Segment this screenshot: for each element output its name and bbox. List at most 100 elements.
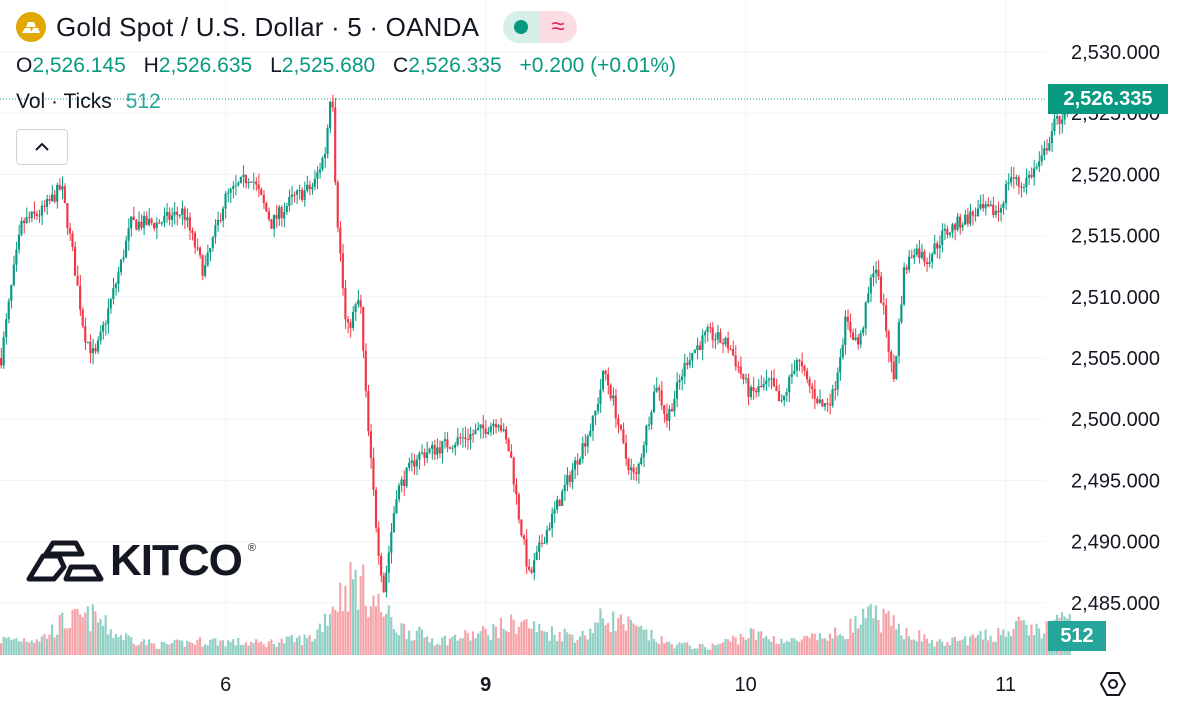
volume-bar — [89, 631, 92, 655]
volume-bar — [137, 644, 140, 655]
candle-body — [499, 425, 503, 431]
volume-bar — [538, 623, 541, 655]
candle-body — [395, 499, 398, 514]
candle-body — [1007, 182, 1010, 184]
volume-bar — [984, 629, 987, 655]
candle-body — [874, 269, 877, 274]
volume-bar — [803, 635, 806, 655]
volume-bar — [966, 645, 969, 655]
volume-bar — [836, 635, 839, 655]
candle-body — [349, 322, 352, 329]
candle-body — [818, 399, 821, 404]
volume-bar — [540, 630, 543, 655]
volume-bar — [828, 633, 832, 655]
candle-body — [867, 293, 870, 303]
volume-bar — [874, 605, 877, 655]
volume-bar — [280, 638, 283, 655]
volume-bar — [58, 614, 61, 655]
candle-body — [204, 265, 207, 276]
volume-bar — [612, 611, 615, 655]
volume-bar — [1020, 620, 1023, 655]
candle-body — [765, 380, 768, 385]
candle-body — [102, 324, 105, 332]
candle-body — [441, 441, 444, 454]
candle-body — [135, 220, 138, 230]
candle-body — [482, 424, 485, 429]
volume-bar — [691, 649, 694, 655]
volume-bar — [226, 640, 230, 655]
candle-body — [68, 228, 72, 234]
market-status-pill[interactable]: ≈ — [503, 11, 578, 43]
volume-bar — [247, 645, 250, 655]
candle-body — [369, 431, 372, 458]
symbol-title[interactable]: Gold Spot / U.S. Dollar · 5 · OANDA — [56, 11, 480, 42]
volume-bar — [334, 609, 337, 655]
kitco-logo: KITCO ® — [26, 536, 256, 586]
volume-bar — [178, 640, 181, 655]
market-open-dot-icon[interactable] — [503, 11, 540, 43]
volume-bar — [466, 632, 469, 655]
volume-bar — [270, 639, 273, 655]
volume-bar — [601, 618, 605, 655]
volume-bar — [433, 645, 436, 655]
candle-body — [196, 247, 199, 249]
candle-body — [678, 380, 681, 383]
volume-bar — [933, 646, 936, 655]
candle-body — [770, 378, 773, 380]
candle-body — [737, 366, 740, 368]
candle-body — [711, 327, 714, 341]
volume-bar — [122, 640, 125, 655]
candle-body — [1053, 118, 1056, 132]
candle-body — [270, 219, 273, 229]
candle-body — [627, 458, 630, 471]
candle-body — [1058, 116, 1061, 124]
candle-body — [744, 378, 747, 380]
volume-bar — [831, 638, 834, 655]
candle-body — [397, 485, 401, 500]
gold-bars-icon[interactable] — [16, 12, 46, 42]
candle-body — [624, 442, 628, 459]
volume-bar — [53, 637, 56, 655]
volume-bar — [142, 639, 145, 655]
volume-bar — [869, 604, 872, 655]
chart-settings-icon[interactable] — [1098, 669, 1128, 699]
candle-body — [795, 360, 798, 371]
candle-body — [698, 345, 701, 350]
candle-body — [147, 218, 151, 225]
collapse-legend-button[interactable] — [16, 129, 68, 165]
candle-body — [1027, 174, 1030, 178]
volume-bar — [140, 641, 143, 655]
candle-body — [364, 350, 367, 392]
candle-body — [586, 436, 589, 447]
volume-bar — [428, 642, 431, 655]
candle-body — [864, 302, 867, 329]
wave-icon[interactable]: ≈ — [539, 11, 578, 43]
volume-bar — [762, 637, 765, 655]
volume-bar — [362, 564, 365, 655]
candle-body — [35, 213, 38, 216]
candle-body — [601, 370, 605, 390]
candle-body — [566, 475, 569, 485]
candle-body — [257, 184, 260, 190]
volume-bar — [165, 644, 168, 655]
volume-bar — [158, 649, 161, 655]
volume-bar — [678, 642, 681, 655]
volume-bar — [35, 639, 38, 655]
candle-body — [229, 188, 232, 193]
volume-bar — [530, 628, 533, 655]
candle-body — [114, 283, 117, 289]
volume-bar — [357, 609, 360, 655]
volume-bar — [747, 638, 750, 655]
candle-body — [170, 215, 174, 220]
price-axis[interactable]: 2,530.0002,525.0002,520.0002,515.0002,51… — [1071, 42, 1160, 615]
candle-body — [175, 211, 179, 215]
candle-body — [826, 403, 829, 405]
volume-bar — [566, 632, 569, 655]
candle-body — [576, 460, 579, 465]
volume-bar — [974, 637, 977, 655]
candle-body — [984, 204, 987, 209]
candle-body — [145, 216, 148, 225]
volume-bar — [535, 632, 538, 655]
time-axis[interactable]: 6 9 10 11 — [220, 674, 1016, 696]
